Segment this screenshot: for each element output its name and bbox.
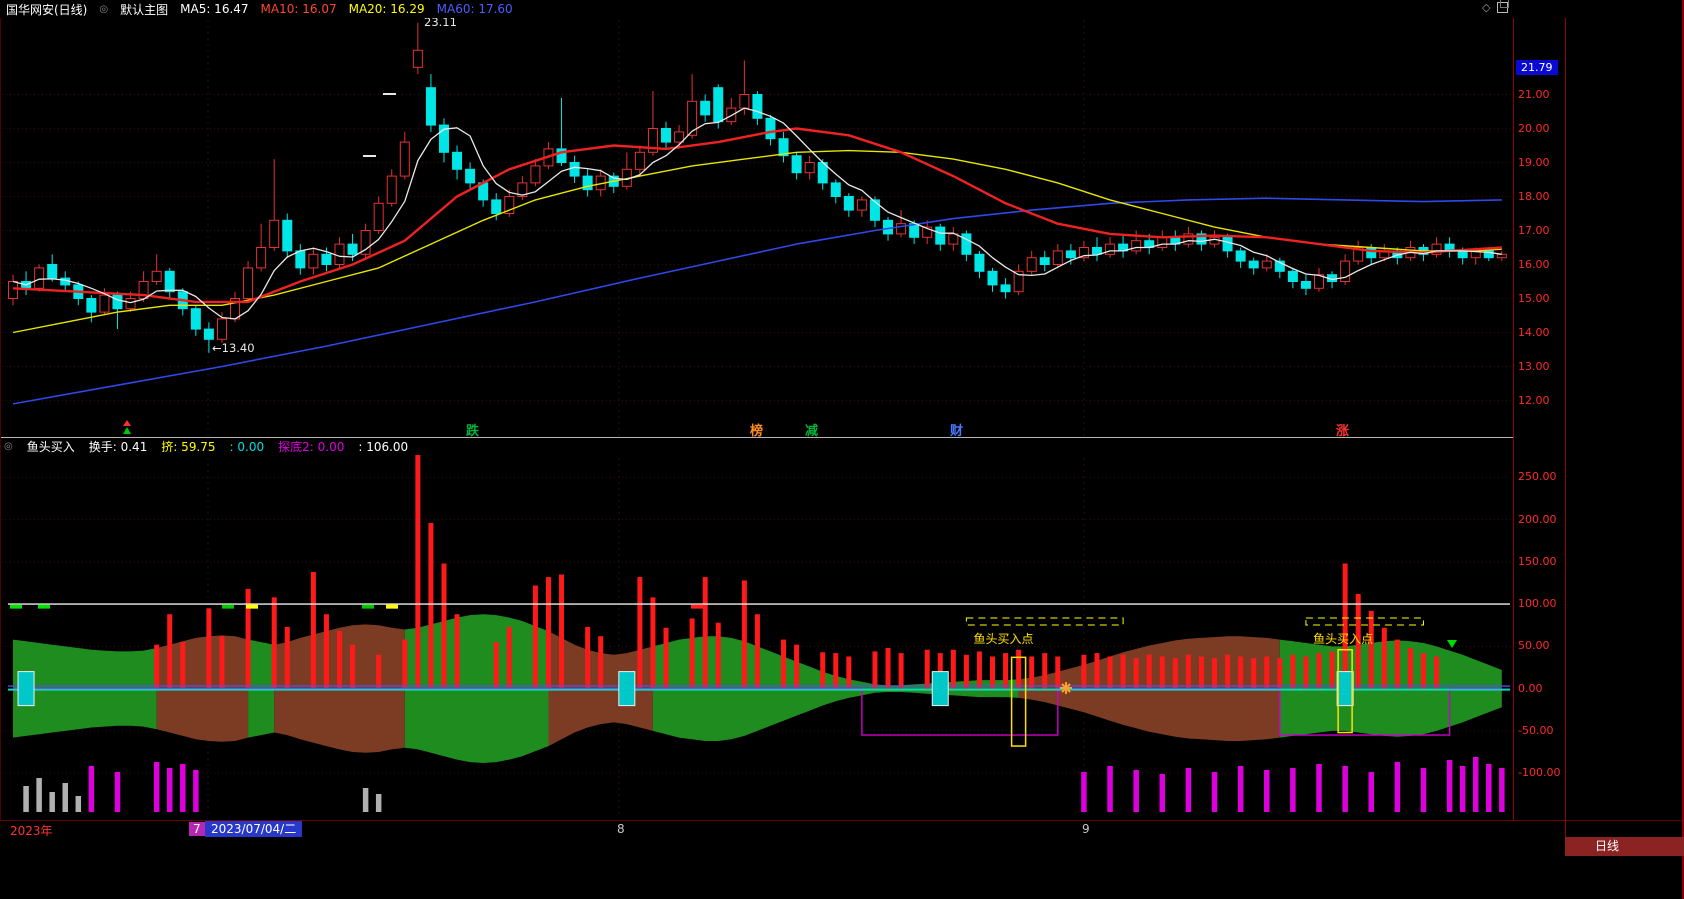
crosshair-date-chip[interactable]: 2023/07/04/二 [205, 821, 303, 837]
flag-red-tip [123, 420, 131, 426]
bottom-axis-line [0, 820, 1684, 821]
window-controls: ◇ [1482, 0, 1510, 14]
panel-divider[interactable] [0, 437, 1513, 438]
restore-window-icon[interactable] [1497, 0, 1510, 13]
ma10-label: MA10: 16.07 [260, 2, 337, 16]
indicator-header: ◎ 鱼头买入 换手: 0.41 挤: 59.75 : 0.00 探底2: 0.0… [0, 438, 1517, 455]
indicator-lines-layer [8, 603, 1510, 736]
indicator-value-3: 探底2: 0.00 [278, 440, 345, 454]
right-panel-border [1565, 18, 1566, 838]
top-bar: 国华网安(日线) ◎ 默认主图 MA5: 16.47 MA10: 16.07 M… [0, 0, 1684, 18]
indicator-value-1: 挤: 59.75 [161, 440, 216, 454]
indicator-value-2: : 0.00 [229, 439, 265, 454]
grid-layer [2, 20, 1512, 818]
indicator-dropdown-icon[interactable]: ◎ [4, 441, 13, 452]
mini-flag-icon [123, 420, 132, 434]
price-axis-border [1513, 18, 1514, 820]
indicator-value-4: : 106.00 [358, 439, 409, 454]
left-border [0, 18, 1, 820]
stock-title: 国华网安(日线) [6, 2, 88, 17]
indicator-value-0: 换手: 0.41 [88, 440, 148, 454]
x-axis-year: 2023年 [10, 824, 53, 838]
ma20-label: MA20: 16.29 [348, 2, 425, 16]
ma5-label: MA5: 16.47 [180, 2, 249, 16]
right-edge-border [1682, 0, 1684, 899]
flag-green-base [123, 427, 131, 434]
indicator-name[interactable]: 鱼头买入 [26, 440, 75, 454]
markers-layer [10, 93, 1457, 747]
diamond-icon[interactable]: ◇ [1482, 1, 1491, 14]
dropdown-circle-icon[interactable]: ◎ [99, 3, 109, 15]
chart-style-label[interactable]: 默认主图 [120, 2, 169, 17]
ma60-label: MA60: 17.60 [436, 2, 513, 16]
histogram-layer [23, 453, 1505, 812]
period-selector[interactable]: 日线 [1565, 837, 1684, 856]
ma-lines-layer [12, 107, 1502, 405]
